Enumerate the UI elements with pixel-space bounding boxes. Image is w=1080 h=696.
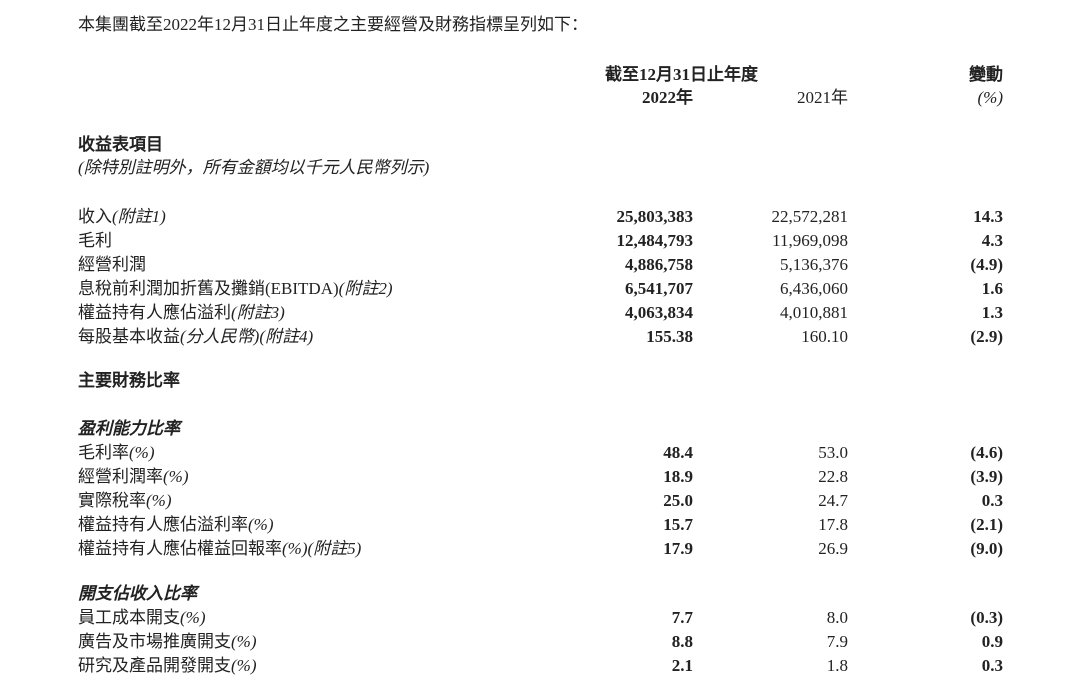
value-2021: 22,572,281	[771, 207, 849, 226]
row-note: (附註3)	[231, 303, 285, 322]
value-change: (2.1)	[970, 515, 1003, 534]
value-change: 0.3	[981, 491, 1003, 510]
row-label: 毛利率(%)	[78, 442, 154, 464]
value-2022: 25.0	[663, 491, 693, 510]
row-label-text: 息稅前利潤加折舊及攤銷(EBITDA)	[78, 279, 339, 298]
row-note: (%)	[129, 443, 155, 462]
year-2022-header: 2022年	[642, 88, 693, 107]
expenses-title: 開支佔收入比率	[78, 584, 197, 603]
value-change: 14.3	[973, 207, 1003, 226]
value-2022: 8.8	[671, 632, 693, 651]
row-note: (%)	[163, 467, 189, 486]
value-2022: 4,063,834	[625, 303, 693, 322]
change-unit: (%)	[977, 88, 1003, 107]
value-change: (2.9)	[970, 327, 1003, 346]
income-section-note: (除特別註明外，所有金額均以千元人民幣列示)	[78, 158, 430, 177]
value-change: 0.3	[981, 656, 1003, 675]
row-label-text: 經營利潤率	[78, 467, 163, 486]
row-label-text: 權益持有人應佔溢利率	[78, 515, 248, 534]
value-2022: 2.1	[671, 656, 693, 675]
intro-text: 本集團截至2022年12月31日止年度之主要經營及財務指標呈列如下：	[78, 15, 588, 34]
value-2021: 11,969,098	[772, 231, 848, 250]
row-label-text: 經營利潤	[78, 255, 146, 274]
value-2022: 6,541,707	[625, 279, 693, 298]
value-2022: 12,484,793	[616, 231, 694, 250]
row-label-text: 毛利	[78, 231, 112, 250]
row-label-text: 廣告及市場推廣開支	[78, 632, 231, 651]
value-2022: 18.9	[663, 467, 693, 486]
value-2021: 26.9	[818, 539, 848, 558]
value-2021: 8.0	[826, 608, 848, 627]
row-note: (附註1)	[112, 207, 166, 226]
value-change: (4.6)	[970, 443, 1003, 462]
value-2022: 25,803,383	[616, 207, 694, 226]
row-note: (%)	[146, 491, 172, 510]
income-section-title: 收益表項目	[78, 135, 163, 154]
profitability-title: 盈利能力比率	[78, 419, 180, 438]
row-note: (%)	[248, 515, 274, 534]
value-2021: 24.7	[818, 491, 848, 510]
value-2021: 1.8	[826, 656, 848, 675]
year-2021-header: 2021年	[797, 88, 848, 107]
ratios-title: 主要財務比率	[78, 371, 180, 390]
row-label: 每股基本收益(分人民幣)(附註4)	[78, 326, 313, 348]
row-label-text: 員工成本開支	[78, 608, 180, 627]
row-label-text: 收入	[78, 207, 112, 226]
row-label: 經營利潤率(%)	[78, 466, 188, 488]
value-2022: 48.4	[663, 443, 693, 462]
row-label-text: 權益持有人應佔溢利	[78, 303, 231, 322]
value-2021: 22.8	[818, 467, 848, 486]
value-change: 0.9	[981, 632, 1003, 651]
row-label-text: 每股基本收益	[78, 327, 180, 346]
row-label-text: 實際稅率	[78, 491, 146, 510]
value-change: 1.6	[981, 279, 1003, 298]
row-label-text: 毛利率	[78, 443, 129, 462]
row-note: (%)(附註5)	[282, 539, 362, 558]
period-header: 截至12月31日止年度	[605, 65, 758, 84]
value-2021: 6,436,060	[780, 279, 848, 298]
row-label-text: 權益持有人應佔權益回報率	[78, 539, 282, 558]
row-note: (附註2)	[338, 279, 393, 298]
row-label: 員工成本開支(%)	[78, 607, 205, 629]
value-change: (9.0)	[970, 539, 1003, 558]
value-change: 1.3	[981, 303, 1003, 322]
value-change: (3.9)	[970, 467, 1003, 486]
row-note: (%)	[180, 608, 206, 627]
value-change: 4.3	[981, 231, 1003, 250]
value-2022: 7.7	[671, 608, 693, 627]
value-2022: 17.9	[663, 539, 693, 558]
row-label: 權益持有人應佔溢利率(%)	[78, 514, 273, 536]
value-2021: 7.9	[826, 632, 848, 651]
change-header: 變動	[969, 65, 1003, 84]
row-label: 權益持有人應佔權益回報率(%)(附註5)	[78, 538, 361, 560]
row-note: (分人民幣)(附註4)	[180, 327, 314, 346]
row-label: 廣告及市場推廣開支(%)	[78, 631, 256, 653]
row-label: 實際稅率(%)	[78, 490, 171, 512]
value-change: (4.9)	[970, 255, 1003, 274]
row-label-text: 研究及產品開發開支	[78, 656, 231, 675]
value-2021: 160.10	[801, 327, 848, 346]
row-note: (%)	[231, 632, 257, 651]
value-2021: 53.0	[818, 443, 848, 462]
value-change: (0.3)	[970, 608, 1003, 627]
value-2022: 4,886,758	[625, 255, 693, 274]
row-label: 經營利潤	[78, 254, 146, 276]
row-label: 權益持有人應佔溢利(附註3)	[78, 302, 285, 324]
row-label: 研究及產品開發開支(%)	[78, 655, 256, 677]
row-label: 毛利	[78, 230, 112, 252]
value-2021: 5,136,376	[780, 255, 848, 274]
row-label: 息稅前利潤加折舊及攤銷(EBITDA)(附註2)	[78, 278, 392, 300]
row-note: (%)	[231, 656, 257, 675]
value-2021: 17.8	[818, 515, 848, 534]
value-2021: 4,010,881	[780, 303, 848, 322]
row-label: 收入(附註1)	[78, 206, 166, 228]
value-2022: 15.7	[663, 515, 693, 534]
value-2022: 155.38	[646, 327, 693, 346]
